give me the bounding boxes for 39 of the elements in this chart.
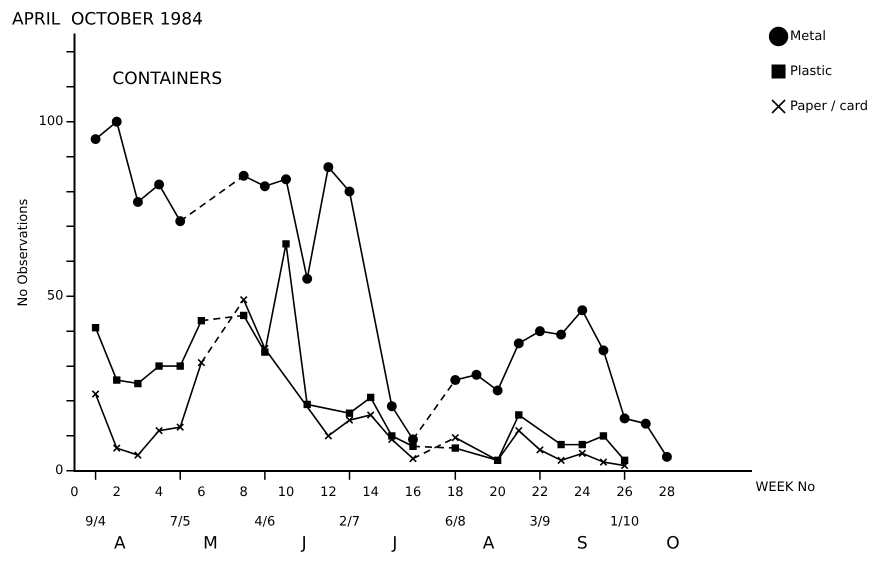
- text: J: [300, 533, 307, 554]
- x2-tick-label: 7/5: [170, 514, 191, 530]
- x-tick-label: 14: [362, 484, 379, 500]
- x-tick-label: 20: [489, 484, 506, 500]
- text: O: [666, 533, 680, 554]
- legend-label: Plastic: [790, 64, 832, 79]
- text: CONTAINERS: [112, 68, 222, 89]
- x2-tick-label: 9/4: [85, 514, 106, 530]
- x2-tick-label: 3/9: [529, 514, 550, 530]
- x-tick-label: 22: [532, 484, 548, 500]
- x-tick-label: 26: [616, 484, 633, 500]
- text: A: [482, 533, 495, 554]
- x-tick-label: 10: [278, 484, 294, 500]
- x-tick-label: 6: [197, 484, 206, 500]
- x2-tick-label: 1/10: [610, 514, 640, 530]
- y-tick-label: 0: [55, 463, 64, 478]
- x-tick-label: 12: [320, 484, 337, 500]
- y-axis-title: No Observations: [16, 198, 32, 306]
- x-tick-label: 18: [447, 484, 464, 500]
- text: M: [203, 533, 218, 554]
- legend-label: Metal: [790, 28, 826, 44]
- x-tick-label: 2: [112, 484, 121, 500]
- chart-title: APRIL OCTOBER 1984: [12, 10, 203, 30]
- y-tick-label: 100: [38, 114, 64, 130]
- x-tick-label: 16: [404, 484, 422, 500]
- x-tick-label: 4: [154, 484, 164, 500]
- x2-tick-label: 4/6: [254, 514, 276, 530]
- x2-tick-label: 2/7: [339, 514, 360, 530]
- x-tick-label: 0: [70, 484, 79, 500]
- x-tick-label: 8: [240, 484, 248, 500]
- text: J: [391, 533, 398, 554]
- y-tick-label: 50: [46, 288, 64, 304]
- text: S: [576, 533, 588, 554]
- x-axis-title: WEEK No: [756, 480, 816, 496]
- x-tick-label: 28: [658, 484, 676, 500]
- x2-tick-label: 6/8: [444, 514, 466, 530]
- legend-label: Paper / card: [790, 98, 868, 114]
- text: A: [114, 533, 126, 554]
- x-tick-label: 24: [574, 484, 591, 500]
